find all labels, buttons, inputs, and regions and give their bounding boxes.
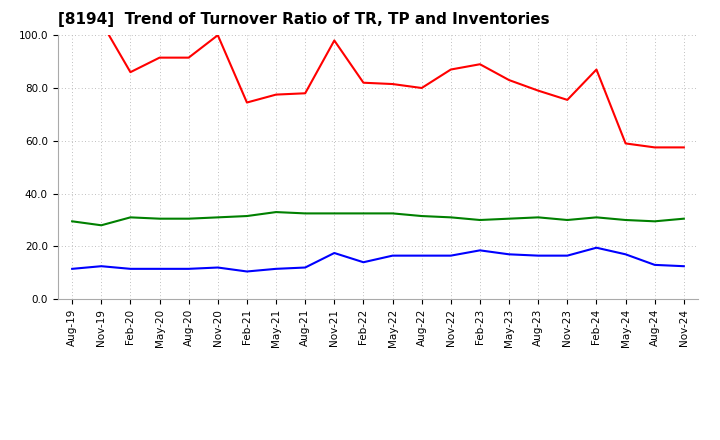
Inventories: [592, 215, 600, 220]
Inventories: [650, 219, 659, 224]
Trade Receivables: [534, 88, 543, 93]
Trade Payables: [446, 253, 455, 258]
Trade Payables: [243, 269, 251, 274]
Inventories: [621, 217, 630, 223]
Trade Payables: [680, 264, 688, 269]
Line: Trade Payables: Trade Payables: [72, 248, 684, 271]
Inventories: [563, 217, 572, 223]
Trade Receivables: [243, 100, 251, 105]
Inventories: [330, 211, 338, 216]
Trade Payables: [156, 266, 164, 271]
Inventories: [126, 215, 135, 220]
Trade Receivables: [621, 141, 630, 146]
Trade Payables: [534, 253, 543, 258]
Trade Receivables: [680, 145, 688, 150]
Trade Receivables: [301, 91, 310, 96]
Trade Receivables: [184, 55, 193, 60]
Line: Inventories: Inventories: [72, 212, 684, 225]
Trade Receivables: [446, 67, 455, 72]
Trade Payables: [330, 250, 338, 256]
Inventories: [446, 215, 455, 220]
Inventories: [156, 216, 164, 221]
Trade Payables: [621, 252, 630, 257]
Trade Payables: [650, 262, 659, 268]
Trade Payables: [184, 266, 193, 271]
Trade Payables: [126, 266, 135, 271]
Inventories: [68, 219, 76, 224]
Trade Payables: [418, 253, 426, 258]
Trade Receivables: [476, 62, 485, 67]
Trade Payables: [271, 266, 280, 271]
Inventories: [476, 217, 485, 223]
Trade Receivables: [418, 85, 426, 91]
Trade Receivables: [213, 33, 222, 38]
Trade Payables: [301, 265, 310, 270]
Inventories: [97, 223, 106, 228]
Inventories: [505, 216, 513, 221]
Trade Receivables: [505, 77, 513, 83]
Trade Payables: [388, 253, 397, 258]
Trade Payables: [213, 265, 222, 270]
Trade Receivables: [68, 19, 76, 25]
Inventories: [271, 209, 280, 215]
Inventories: [301, 211, 310, 216]
Trade Payables: [68, 266, 76, 271]
Trade Receivables: [388, 81, 397, 87]
Trade Receivables: [271, 92, 280, 97]
Trade Receivables: [156, 55, 164, 60]
Inventories: [680, 216, 688, 221]
Trade Payables: [592, 245, 600, 250]
Trade Payables: [563, 253, 572, 258]
Trade Receivables: [126, 70, 135, 75]
Inventories: [388, 211, 397, 216]
Trade Payables: [505, 252, 513, 257]
Trade Receivables: [97, 19, 106, 25]
Inventories: [213, 215, 222, 220]
Inventories: [359, 211, 368, 216]
Trade Receivables: [330, 38, 338, 43]
Line: Trade Receivables: Trade Receivables: [72, 22, 684, 147]
Inventories: [418, 213, 426, 219]
Trade Payables: [359, 260, 368, 265]
Inventories: [184, 216, 193, 221]
Text: [8194]  Trend of Turnover Ratio of TR, TP and Inventories: [8194] Trend of Turnover Ratio of TR, TP…: [58, 12, 549, 27]
Trade Receivables: [563, 97, 572, 103]
Inventories: [243, 213, 251, 219]
Trade Payables: [476, 248, 485, 253]
Trade Payables: [97, 264, 106, 269]
Trade Receivables: [650, 145, 659, 150]
Trade Receivables: [359, 80, 368, 85]
Trade Receivables: [592, 67, 600, 72]
Inventories: [534, 215, 543, 220]
